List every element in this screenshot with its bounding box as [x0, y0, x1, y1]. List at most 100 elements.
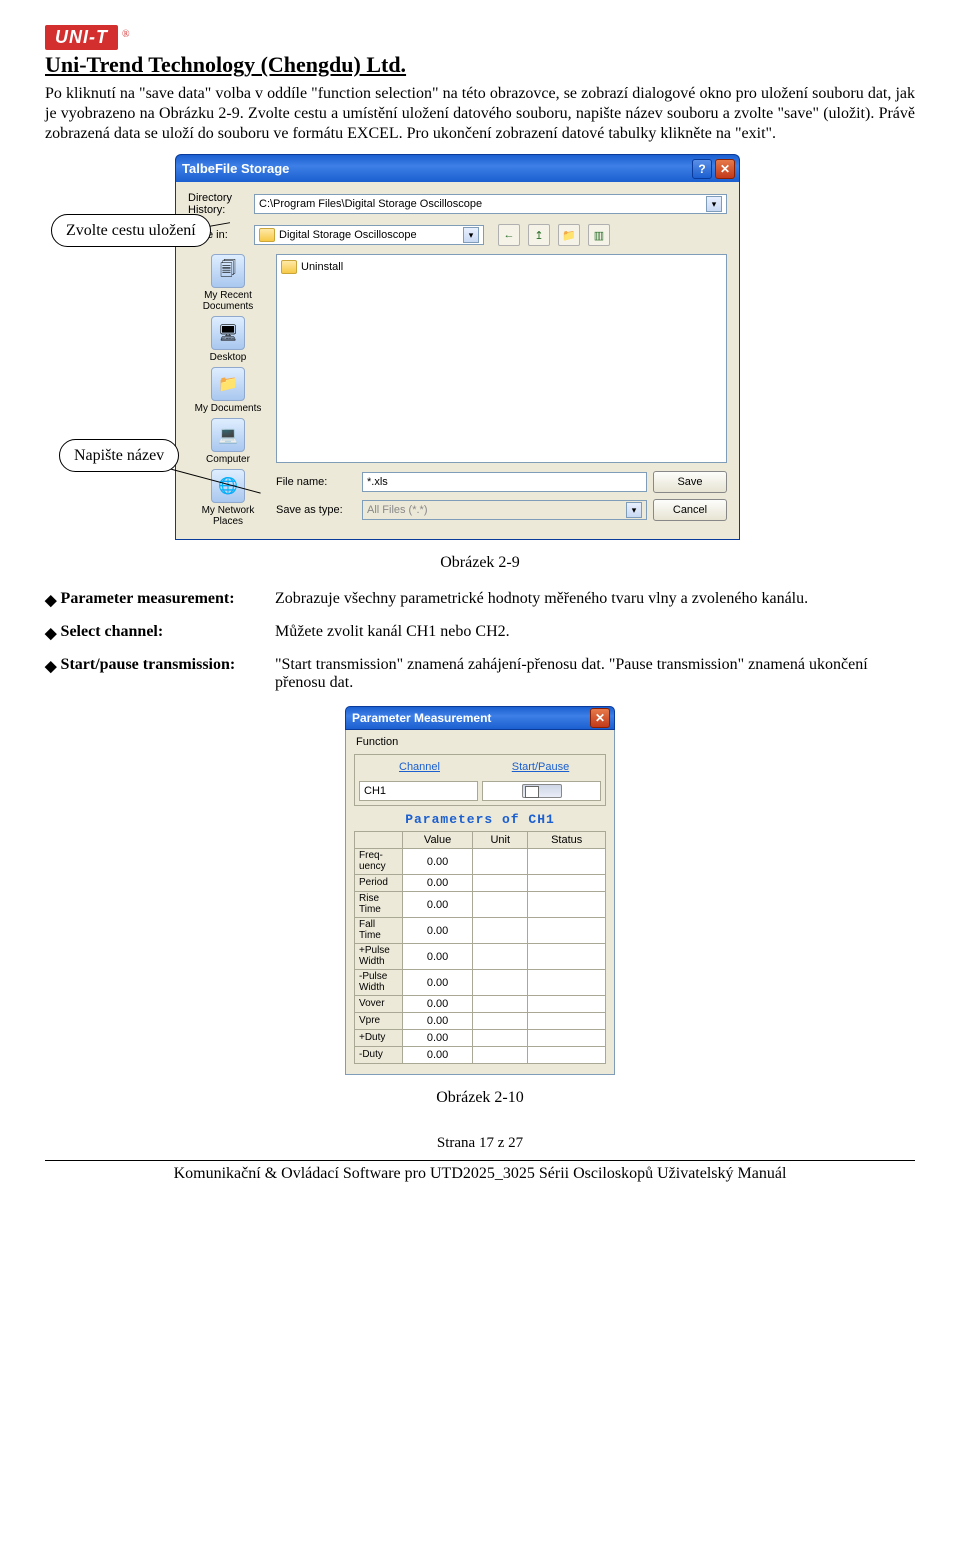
- cancel-button[interactable]: Cancel: [653, 499, 727, 521]
- save-dialog-titlebar: TalbeFile Storage ? ✕: [175, 154, 740, 182]
- network-icon: 🌐: [211, 469, 245, 503]
- table-row: Rise Time 0.00: [355, 892, 606, 918]
- place-recent[interactable]: 🗐My Recent Documents: [190, 254, 266, 312]
- nav-newfolder-icon[interactable]: 📁: [558, 224, 580, 246]
- figure-2-9-area: Zvolte cestu uložení Napište název Talbe…: [45, 154, 915, 540]
- nav-view-icon[interactable]: ▥: [588, 224, 610, 246]
- callout-path: Zvolte cestu uložení: [51, 214, 211, 247]
- pm-channel-select[interactable]: CH1: [359, 781, 478, 801]
- folder-icon: [259, 228, 275, 242]
- def-row: ◆Start/pause transmission: "Start transm…: [45, 656, 915, 692]
- pm-unit: [473, 892, 528, 918]
- dir-history-label: Directory History:: [188, 192, 248, 216]
- pm-unit: [473, 1013, 528, 1030]
- pm-status: [528, 1013, 606, 1030]
- diamond-icon: ◆: [45, 624, 57, 643]
- nav-back-icon[interactable]: ←: [498, 224, 520, 246]
- company-name: Uni-Trend Technology (Chengdu) Ltd.: [45, 52, 915, 78]
- pm-close-button[interactable]: ✕: [590, 708, 610, 728]
- pm-rowname: Vpre: [355, 1013, 403, 1030]
- pm-status: [528, 996, 606, 1013]
- filename-input[interactable]: [362, 472, 647, 492]
- table-row: Fall Time 0.00: [355, 918, 606, 944]
- pm-unit: [473, 875, 528, 892]
- dir-history-value: C:\Program Files\Digital Storage Oscillo…: [259, 198, 482, 210]
- nav-icons: ← ↥ 📁 ▥: [498, 224, 610, 246]
- page-number: Strana 17 z 27: [45, 1135, 915, 1152]
- pm-value: 0.00: [403, 970, 473, 996]
- pm-th-blank: [355, 832, 403, 849]
- pm-value: 0.00: [403, 944, 473, 970]
- pm-status: [528, 1047, 606, 1064]
- mydocs-icon: 📁: [211, 367, 245, 401]
- footer-text: Komunikační & Ovládací Software pro UTD2…: [45, 1160, 915, 1183]
- pm-rowname: -Duty: [355, 1047, 403, 1064]
- pm-titlebar: Parameter Measurement ✕: [345, 706, 615, 730]
- pm-rowname: +Duty: [355, 1030, 403, 1047]
- reg-mark: ®: [122, 29, 130, 40]
- table-row: -Duty 0.00: [355, 1047, 606, 1064]
- filetype-label: Save as type:: [276, 504, 356, 516]
- diamond-icon: ◆: [45, 657, 57, 676]
- save-dialog-title: TalbeFile Storage: [182, 161, 289, 176]
- pm-status: [528, 892, 606, 918]
- close-button[interactable]: ✕: [715, 159, 735, 179]
- pm-status: [528, 918, 606, 944]
- help-button[interactable]: ?: [692, 159, 712, 179]
- pm-channel-value: CH1: [364, 785, 386, 797]
- filetype-dropdown[interactable]: All Files (*.*) ▾: [362, 500, 647, 520]
- pm-unit: [473, 1047, 528, 1064]
- pm-th-value: Value: [403, 832, 473, 849]
- pm-status: [528, 849, 606, 875]
- pm-rowname: +Pulse Width: [355, 944, 403, 970]
- place-computer[interactable]: 💻Computer: [190, 418, 266, 465]
- pm-value: 0.00: [403, 1047, 473, 1064]
- pm-value: 0.00: [403, 1013, 473, 1030]
- pm-rowname: Freq- uency: [355, 849, 403, 875]
- pm-status: [528, 875, 606, 892]
- save-in-value: Digital Storage Oscilloscope: [279, 229, 417, 241]
- pm-rowname: Fall Time: [355, 918, 403, 944]
- pm-value: 0.00: [403, 1030, 473, 1047]
- parameter-measurement-dialog: Parameter Measurement ✕ Function Channel…: [345, 706, 615, 1075]
- nav-up-icon[interactable]: ↥: [528, 224, 550, 246]
- callout-name: Napište název: [59, 439, 179, 472]
- desktop-icon: 🖥: [211, 316, 245, 350]
- file-name: Uninstall: [301, 261, 343, 273]
- def-row: ◆Select channel: Můžete zvolit kanál CH1…: [45, 623, 915, 642]
- save-dialog: TalbeFile Storage ? ✕ Directory History:…: [175, 154, 740, 540]
- pm-status: [528, 1030, 606, 1047]
- pm-value: 0.00: [403, 996, 473, 1013]
- recent-icon: 🗐: [211, 254, 245, 288]
- switch-icon: [522, 784, 562, 798]
- pm-startpause-header: Start/Pause: [480, 759, 601, 775]
- table-row: Period 0.00: [355, 875, 606, 892]
- dir-history-dropdown[interactable]: C:\Program Files\Digital Storage Oscillo…: [254, 194, 727, 214]
- save-in-dropdown[interactable]: Digital Storage Oscilloscope ▾: [254, 225, 484, 245]
- list-item[interactable]: Uninstall: [281, 259, 722, 275]
- dropdown-arrow-icon: ▾: [463, 227, 479, 243]
- pm-rowname: Period: [355, 875, 403, 892]
- figure-2-9-caption: Obrázek 2-9: [45, 554, 915, 572]
- table-row: Freq- uency 0.00: [355, 849, 606, 875]
- definitions: ◆Parameter measurement: Zobrazuje všechn…: [45, 590, 915, 692]
- pm-rowname: -Pulse Width: [355, 970, 403, 996]
- filetype-value: All Files (*.*): [367, 504, 428, 516]
- place-mydocs[interactable]: 📁My Documents: [190, 367, 266, 414]
- save-dialog-body: Directory History: C:\Program Files\Digi…: [175, 182, 740, 540]
- pm-menu[interactable]: Function: [354, 734, 606, 754]
- file-list[interactable]: Uninstall: [276, 254, 727, 463]
- pm-startpause-toggle[interactable]: [482, 781, 601, 801]
- pm-unit: [473, 1030, 528, 1047]
- table-row: +Pulse Width 0.00: [355, 944, 606, 970]
- table-row: -Pulse Width 0.00: [355, 970, 606, 996]
- pm-status: [528, 970, 606, 996]
- figure-2-10-caption: Obrázek 2-10: [45, 1089, 915, 1107]
- dropdown-arrow-icon: ▾: [626, 502, 642, 518]
- pm-unit: [473, 996, 528, 1013]
- pm-control-group: Channel Start/Pause CH1: [354, 754, 606, 806]
- table-row: Vpre 0.00: [355, 1013, 606, 1030]
- pm-value: 0.00: [403, 849, 473, 875]
- save-button[interactable]: Save: [653, 471, 727, 493]
- place-desktop[interactable]: 🖥Desktop: [190, 316, 266, 363]
